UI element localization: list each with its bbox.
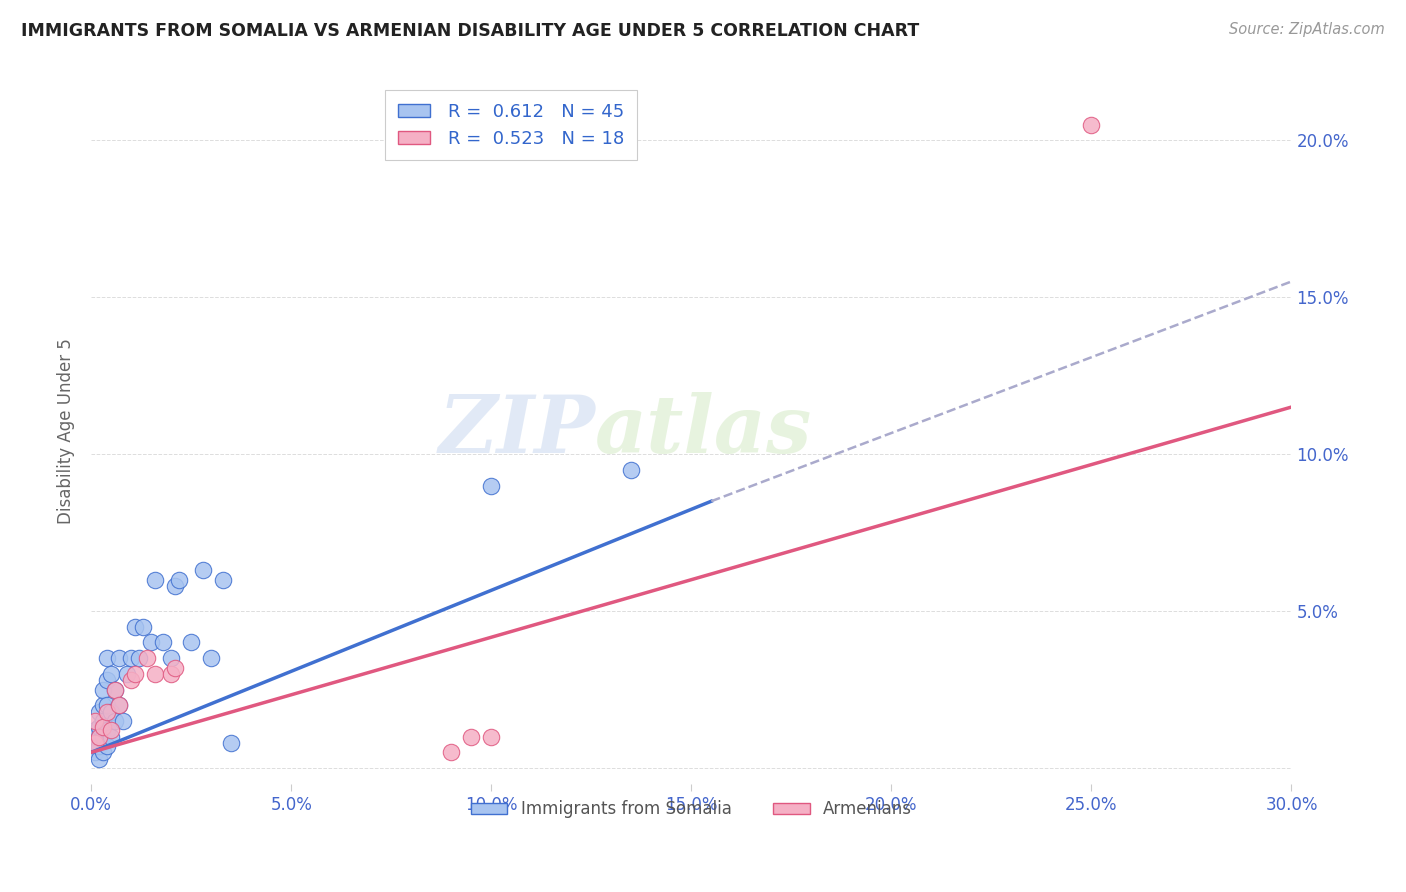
Point (91, 714, 114, 728)
Text: ZIP: ZIP (439, 392, 595, 469)
Point (165, 579, 187, 593)
Point (120, 673, 142, 687)
Point (1080, 118, 1102, 132)
Point (84, 745, 107, 759)
Point (165, 660, 187, 674)
Point (84, 736, 107, 750)
Point (112, 714, 135, 728)
Point (91, 682, 114, 697)
Point (141, 635, 163, 649)
Point (84, 723, 107, 738)
Point (460, 730, 482, 744)
Point (108, 651, 131, 665)
Point (143, 666, 166, 681)
Point (96, 698, 118, 713)
Point (91, 720, 114, 734)
Point (104, 682, 127, 697)
Point (136, 651, 159, 665)
Point (108, 698, 131, 713)
Point (479, 478, 502, 492)
Point (104, 682, 127, 697)
Point (132, 620, 155, 634)
Point (91, 745, 114, 759)
Legend: Immigrants from Somalia, Armenians: Immigrants from Somalia, Armenians (464, 794, 918, 825)
Point (200, 651, 222, 665)
Point (143, 573, 166, 587)
Point (89, 751, 111, 765)
Point (96, 723, 118, 738)
Point (120, 651, 142, 665)
Point (100, 723, 122, 738)
Point (91, 730, 114, 744)
Point (620, 463, 643, 477)
Point (479, 730, 502, 744)
Point (84, 736, 107, 750)
Point (108, 698, 131, 713)
Text: atlas: atlas (595, 392, 813, 469)
Text: Source: ZipAtlas.com: Source: ZipAtlas.com (1229, 22, 1385, 37)
Point (104, 714, 127, 728)
Point (84, 730, 107, 744)
Point (219, 736, 242, 750)
Point (167, 573, 190, 587)
Point (96, 705, 118, 719)
Point (124, 666, 146, 681)
Point (180, 635, 202, 649)
Point (84, 714, 107, 728)
Point (193, 563, 215, 577)
Point (100, 666, 122, 681)
Point (152, 635, 174, 649)
Point (96, 673, 118, 687)
Point (89, 739, 111, 753)
Point (96, 651, 118, 665)
Text: IMMIGRANTS FROM SOMALIA VS ARMENIAN DISABILITY AGE UNDER 5 CORRELATION CHART: IMMIGRANTS FROM SOMALIA VS ARMENIAN DISA… (21, 22, 920, 40)
Y-axis label: Disability Age Under 5: Disability Age Under 5 (58, 338, 75, 524)
Point (128, 651, 150, 665)
Point (89, 730, 111, 744)
Point (115, 666, 138, 681)
Point (89, 730, 111, 744)
Point (89, 705, 111, 719)
Point (160, 666, 183, 681)
Point (100, 705, 122, 719)
Point (124, 620, 146, 634)
Point (91, 698, 114, 713)
Point (89, 720, 111, 734)
Point (440, 745, 463, 759)
Point (100, 730, 122, 744)
Point (212, 573, 235, 587)
Point (160, 651, 183, 665)
Point (96, 739, 118, 753)
